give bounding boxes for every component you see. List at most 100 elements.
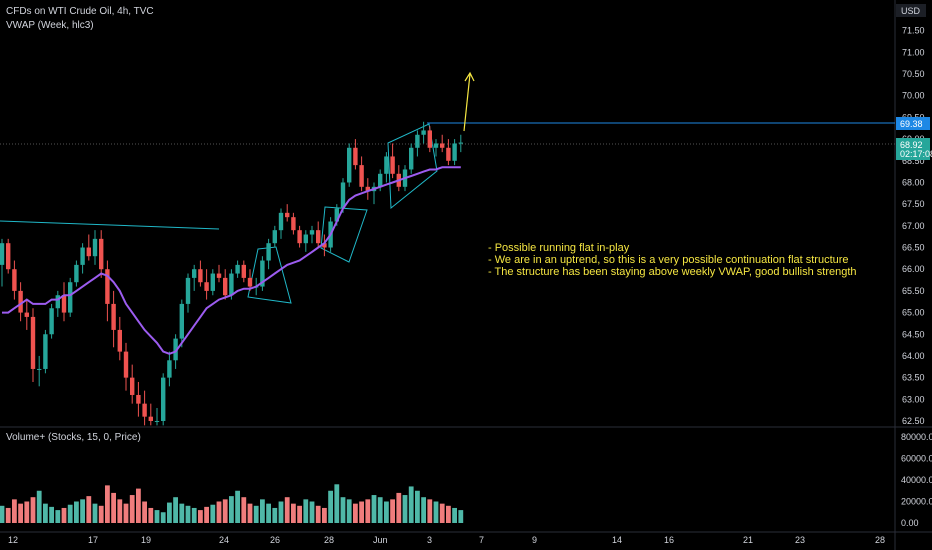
candle-body[interactable] [74, 264, 79, 283]
volume-bar[interactable] [446, 505, 451, 523]
candle-body[interactable] [12, 269, 17, 291]
candle-body[interactable] [43, 334, 48, 369]
candle-body[interactable] [433, 143, 439, 148]
candle-body[interactable] [309, 230, 315, 235]
volume-bar[interactable] [98, 505, 104, 523]
volume-bar[interactable] [198, 510, 203, 523]
price-pane[interactable] [0, 0, 895, 426]
volume-bar[interactable] [80, 499, 85, 523]
candle-body[interactable] [185, 277, 191, 304]
volume-bar[interactable] [315, 505, 321, 523]
candle-body[interactable] [192, 269, 197, 278]
candle-body[interactable] [24, 312, 29, 317]
candle-body[interactable] [105, 269, 110, 304]
candle-body[interactable] [458, 142, 463, 144]
volume-bar[interactable] [173, 497, 178, 523]
candle-body[interactable] [161, 377, 166, 421]
resistance-trendline[interactable] [0, 220, 220, 230]
candle-body[interactable] [210, 273, 215, 291]
volume-bar[interactable] [216, 501, 222, 524]
candle-body[interactable] [148, 416, 153, 421]
volume-bar[interactable] [322, 507, 327, 523]
flat-structure-2[interactable] [320, 206, 368, 263]
volume-bar[interactable] [105, 485, 110, 523]
volume-bars[interactable] [0, 484, 464, 524]
candle-body[interactable] [272, 230, 277, 244]
volume-bar[interactable] [371, 495, 377, 523]
volume-bar[interactable] [266, 503, 271, 523]
analysis-note[interactable]: - Possible running flat in-play - We are… [488, 242, 857, 278]
candle-body[interactable] [117, 329, 122, 352]
volume-bar[interactable] [148, 507, 154, 523]
volume-bar[interactable] [247, 503, 253, 523]
drawings[interactable] [0, 71, 895, 304]
candle-body[interactable] [229, 273, 234, 296]
volume-bar[interactable] [185, 505, 191, 523]
volume-bar[interactable] [334, 484, 340, 523]
volume-bar[interactable] [284, 497, 290, 523]
candle-body[interactable] [61, 295, 67, 313]
flat-structure-3[interactable] [387, 123, 438, 210]
candle-body[interactable] [136, 394, 141, 404]
candle-body[interactable] [278, 212, 284, 231]
candle-body[interactable] [92, 238, 98, 257]
candle-body[interactable] [173, 338, 178, 361]
volume-bar[interactable] [415, 490, 420, 523]
candle-body[interactable] [68, 282, 73, 313]
candle-body[interactable] [6, 243, 11, 270]
volume-bar[interactable] [61, 507, 67, 523]
volume-bar[interactable] [92, 503, 98, 523]
volume-bar[interactable] [241, 497, 247, 523]
volume-bar[interactable] [297, 505, 302, 523]
volume-bar[interactable] [328, 490, 333, 523]
candle-body[interactable] [241, 264, 246, 278]
candle-body[interactable] [247, 277, 253, 287]
candle-body[interactable] [37, 368, 42, 370]
time-axis[interactable]: 12 17 19 24 26 28 Jun 3 7 9 14 16 21 23 28 [8, 535, 885, 545]
candle-body[interactable] [297, 230, 302, 244]
volume-bar[interactable] [30, 497, 36, 523]
candle-body[interactable] [123, 351, 129, 378]
candle-body[interactable] [291, 217, 296, 231]
candle-body[interactable] [390, 156, 395, 174]
candle-body[interactable] [49, 308, 54, 335]
volume-bar[interactable] [402, 495, 408, 523]
candle-body[interactable] [378, 173, 383, 187]
volume-bar[interactable] [129, 495, 135, 523]
volume-bar[interactable] [427, 499, 433, 523]
volume-bar[interactable] [303, 499, 309, 523]
candles[interactable] [0, 121, 463, 426]
vwap-legend[interactable]: VWAP (Week, hlc3) [6, 20, 94, 31]
candle-body[interactable] [427, 130, 432, 148]
candle-body[interactable] [260, 260, 265, 287]
volume-bar[interactable] [204, 506, 209, 523]
candle-body[interactable] [216, 273, 222, 278]
candle-body[interactable] [179, 303, 184, 339]
volume-bar[interactable] [43, 503, 48, 523]
volume-bar[interactable] [18, 503, 23, 523]
target-arrow[interactable] [463, 73, 471, 132]
candle-body[interactable] [347, 147, 352, 183]
candle-body[interactable] [316, 230, 321, 244]
volume-bar[interactable] [191, 507, 197, 523]
candle-body[interactable] [130, 377, 135, 395]
candle-body[interactable] [235, 264, 240, 274]
candle-body[interactable] [384, 156, 389, 174]
candle-body[interactable] [285, 212, 290, 218]
candle-body[interactable] [409, 147, 414, 170]
candle-body[interactable] [80, 247, 85, 265]
candle-body[interactable] [303, 234, 308, 244]
volume-bar[interactable] [111, 492, 116, 523]
volume-bar[interactable] [235, 490, 240, 523]
volume-bar[interactable] [49, 506, 54, 523]
volume-bar[interactable] [353, 503, 358, 523]
volume-bar[interactable] [278, 501, 284, 524]
candle-body[interactable] [421, 130, 426, 135]
volume-bar[interactable] [433, 501, 439, 524]
candle-body[interactable] [340, 182, 346, 209]
vwap-line[interactable] [2, 166, 461, 355]
symbol-legend[interactable]: CFDs on WTI Crude Oil, 4h, TVC [6, 6, 154, 17]
volume-bar[interactable] [408, 486, 414, 523]
volume-bar[interactable] [365, 499, 371, 523]
volume-bar[interactable] [86, 496, 92, 523]
